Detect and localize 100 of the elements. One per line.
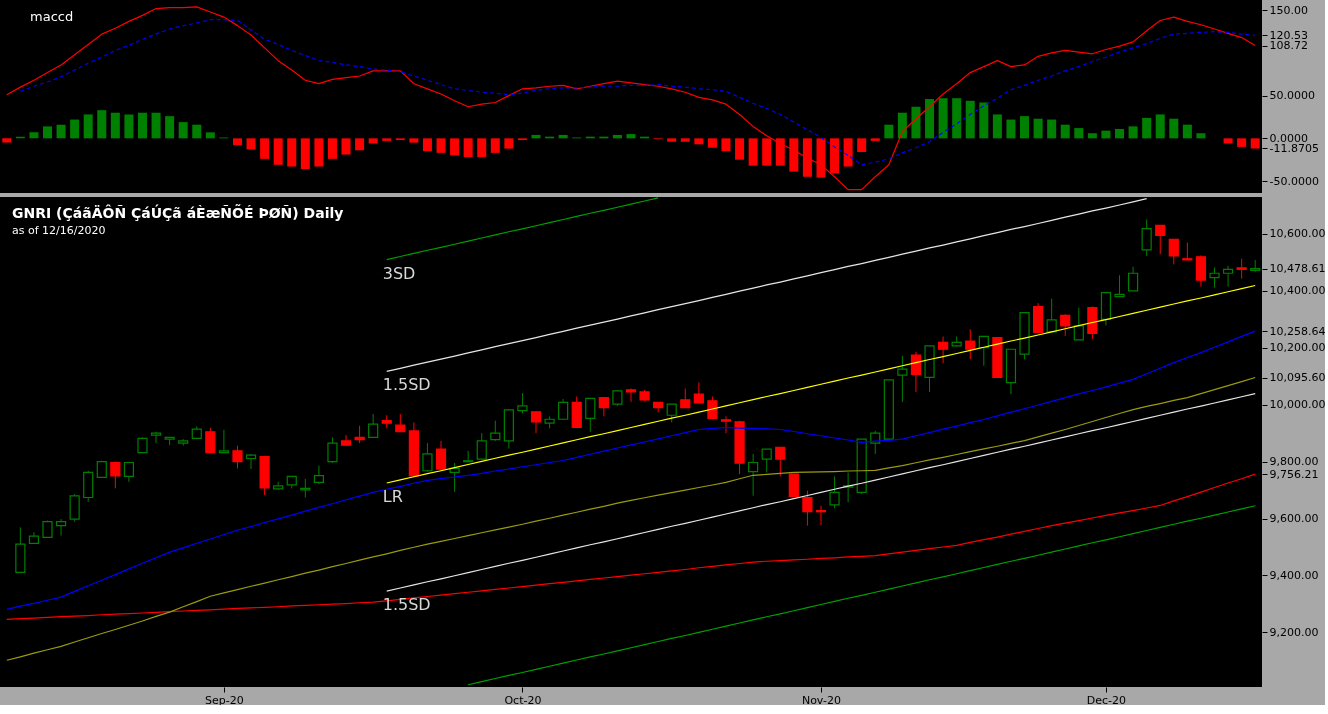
bar — [843, 138, 853, 167]
candlestick — [110, 461, 121, 489]
bar — [816, 138, 826, 178]
bar — [707, 138, 717, 148]
bar — [802, 138, 812, 177]
bar — [83, 114, 93, 139]
bar — [925, 99, 935, 139]
line-series — [386, 284, 1256, 484]
candlestick — [1060, 313, 1071, 337]
bar — [192, 124, 202, 139]
bar — [260, 138, 270, 159]
bar — [29, 132, 39, 139]
candlestick — [435, 440, 447, 472]
bar — [409, 138, 419, 143]
candlestick — [965, 328, 976, 360]
y-tick-label: 120.53 — [1269, 28, 1308, 42]
bar — [56, 124, 66, 139]
bar — [789, 138, 799, 172]
bar — [1196, 133, 1206, 139]
bar — [490, 138, 500, 153]
text: maccd — [30, 9, 74, 24]
line-series — [467, 505, 1256, 686]
line-series — [6, 6, 1256, 191]
bar — [938, 98, 948, 139]
candlestick — [1114, 274, 1125, 298]
bar — [1033, 118, 1043, 139]
bar — [992, 114, 1002, 139]
bar — [1169, 118, 1179, 139]
bar — [110, 112, 120, 139]
bar — [965, 100, 975, 139]
y-tick-label: -50.0000 — [1269, 174, 1319, 188]
bar — [830, 138, 840, 174]
candlestick — [720, 415, 732, 434]
bar — [477, 138, 487, 158]
bar — [1101, 130, 1111, 139]
candlestick — [449, 462, 460, 493]
candlestick — [490, 420, 501, 442]
bar — [1128, 126, 1138, 139]
candlestick — [205, 427, 216, 454]
bar — [205, 132, 215, 139]
bar — [626, 134, 636, 139]
bar — [1250, 138, 1260, 149]
bar — [97, 110, 107, 139]
candlestick — [327, 436, 338, 464]
candlestick — [558, 398, 569, 421]
y-tick-label: 10,400.00 — [1269, 284, 1326, 298]
bar — [979, 102, 989, 139]
y-tick-label: 10,600.00 — [1269, 227, 1326, 241]
text: GNRI (ÇáãÄÔÑ ÇáÚÇã áÈæÑÕÉ ÞØÑ) Daily — [12, 204, 344, 221]
annotation: 3SD — [382, 263, 416, 283]
bar — [178, 122, 188, 139]
bar — [436, 138, 446, 153]
candlestick — [625, 388, 637, 403]
candlestick — [802, 490, 813, 527]
bar — [70, 119, 80, 139]
x-tick-label: Dec-20 — [1086, 693, 1127, 707]
line-series — [19, 19, 1256, 166]
candlestick — [1209, 267, 1220, 288]
bar — [857, 138, 867, 153]
bar — [1182, 124, 1192, 139]
bar — [762, 138, 772, 166]
bar — [327, 138, 337, 159]
y-tick-label: 9,800.00 — [1269, 455, 1319, 469]
bar — [1087, 133, 1097, 139]
y-tick-label: 10,478.61 — [1269, 262, 1326, 276]
line-series — [6, 473, 1256, 620]
line-series — [386, 393, 1256, 592]
x-tick-label: Oct-20 — [504, 693, 542, 707]
bar — [680, 138, 690, 142]
candlestick — [938, 335, 949, 364]
bar — [287, 138, 297, 167]
candlestick — [598, 397, 609, 417]
annotation: 1.5SD — [382, 375, 431, 395]
candlestick — [829, 475, 840, 509]
candlestick — [897, 355, 908, 403]
y-tick-label: 10,258.64 — [1269, 324, 1326, 338]
bar — [1155, 114, 1165, 139]
candlestick — [1155, 224, 1166, 255]
candlestick — [1073, 307, 1084, 341]
candlestick — [232, 445, 243, 469]
bar — [694, 138, 704, 145]
candlestick — [55, 518, 67, 537]
candlestick — [517, 392, 528, 414]
bar — [1006, 119, 1016, 139]
line-series — [386, 198, 1148, 373]
y-tick-label: 10,200.00 — [1269, 341, 1326, 355]
bar — [1074, 128, 1084, 139]
bar — [748, 138, 758, 166]
candlestick — [707, 395, 718, 419]
bar — [897, 112, 907, 139]
bar — [775, 138, 785, 166]
candlestick — [245, 453, 257, 470]
candlestick — [680, 388, 691, 409]
bar — [952, 98, 962, 139]
bar — [2, 138, 12, 143]
bar — [884, 124, 894, 139]
bar — [232, 138, 242, 146]
y-tick-label: 9,200.00 — [1269, 625, 1319, 639]
bar — [151, 112, 161, 139]
line-series — [6, 376, 1256, 661]
